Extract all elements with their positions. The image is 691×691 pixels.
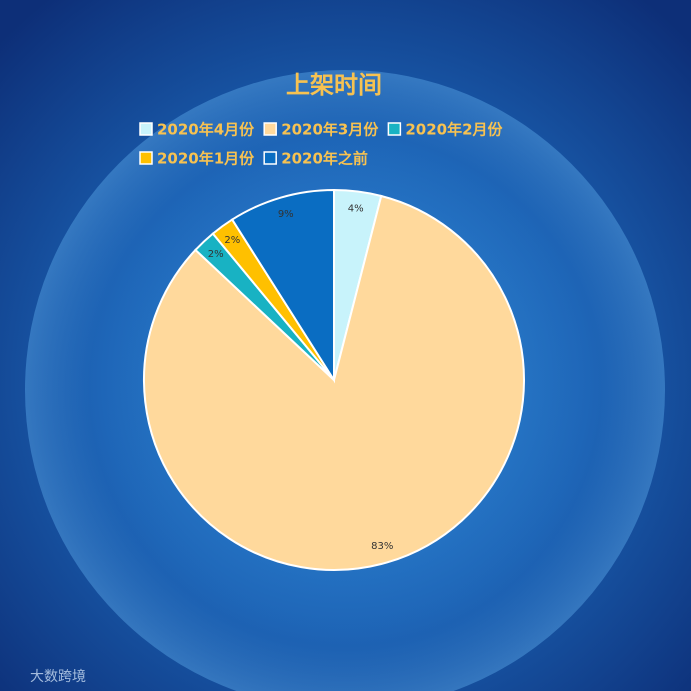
legend-label: 2020年之前	[281, 150, 368, 168]
slice-label: 4%	[348, 203, 364, 214]
slice-label: 2%	[224, 235, 240, 246]
legend-swatch	[263, 151, 277, 165]
slice-label: 83%	[371, 541, 393, 552]
legend-swatch	[139, 122, 153, 136]
slice-label: 2%	[208, 249, 224, 260]
legend-label: 2020年2月份	[405, 121, 503, 139]
chart-title: 上架时间	[286, 71, 382, 99]
pie-slice	[230, 188, 335, 384]
legend-label: 2020年3月份	[281, 121, 379, 139]
legend-swatch	[263, 122, 277, 136]
watermark: 大数跨境	[30, 669, 86, 685]
legend-label: 2020年1月份	[157, 150, 255, 168]
legend-swatch	[139, 151, 153, 165]
legend-label: 2020年4月份	[157, 121, 255, 139]
slice-label: 9%	[278, 209, 294, 220]
pie-slice	[143, 194, 525, 571]
legend-swatch	[387, 122, 402, 136]
